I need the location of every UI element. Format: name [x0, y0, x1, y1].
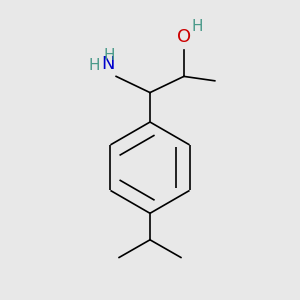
Text: H: H — [191, 19, 203, 34]
Text: O: O — [177, 28, 191, 46]
Text: H: H — [88, 58, 100, 74]
Text: N: N — [101, 56, 115, 74]
Text: H: H — [103, 48, 115, 63]
